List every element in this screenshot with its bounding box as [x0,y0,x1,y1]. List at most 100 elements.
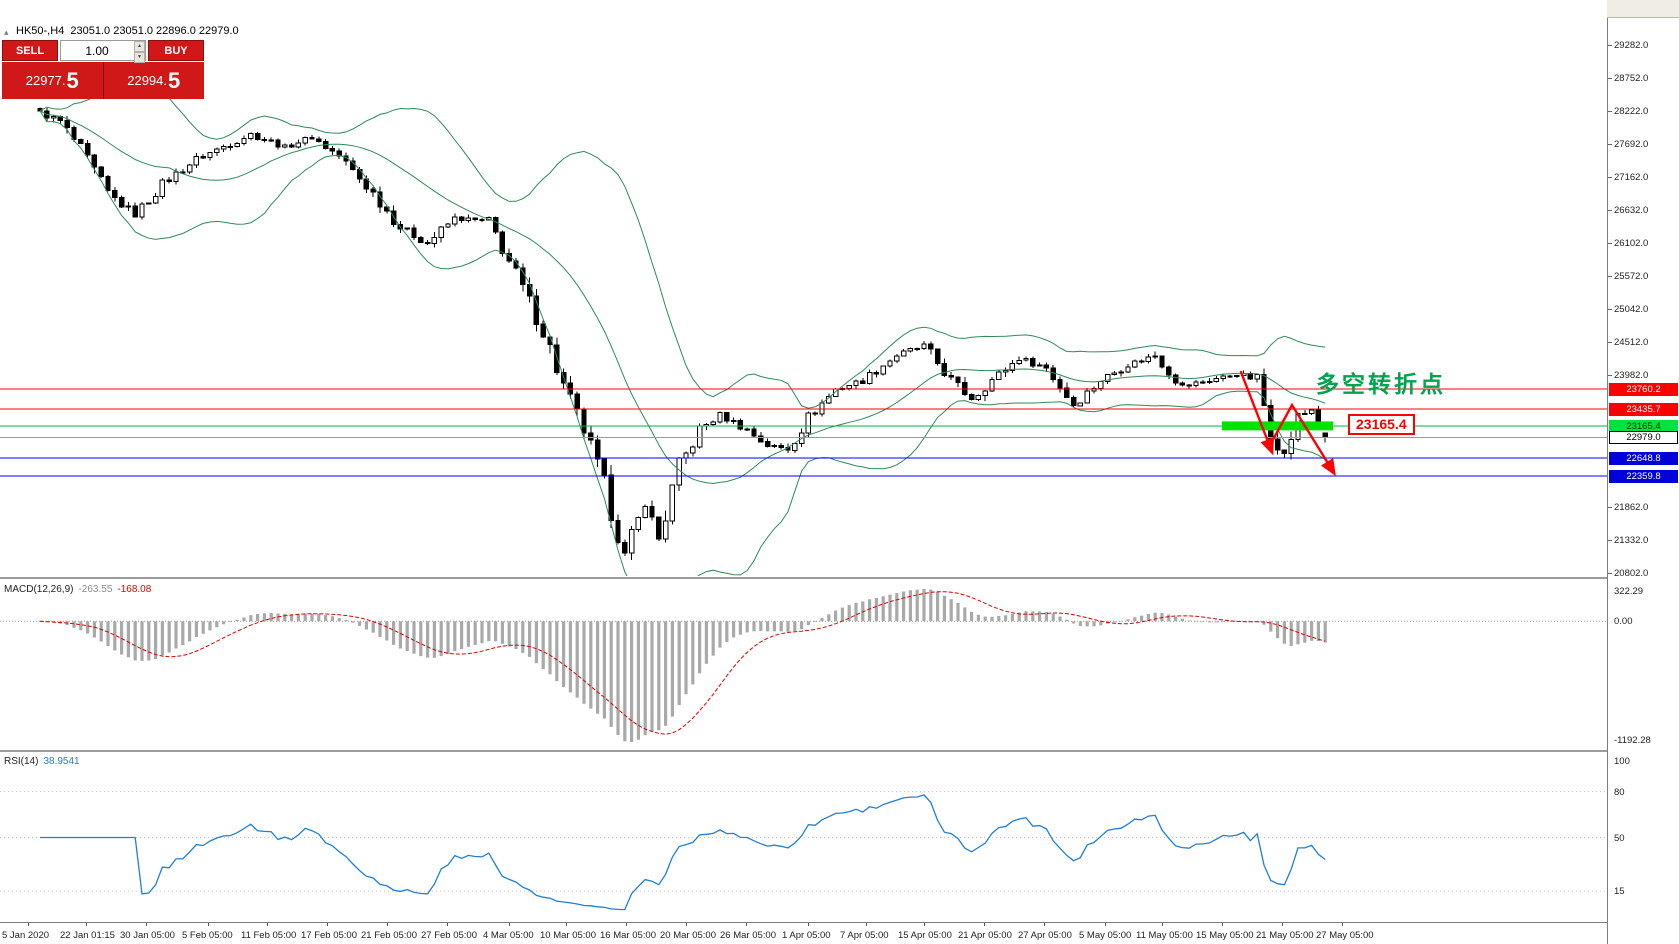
axis-tick [1608,111,1612,113]
macd-indicator-label: MACD(12,26,9) -263.55 -168.08 [4,584,156,595]
sell-button[interactable]: SELL [2,40,58,61]
price-axis-label: 24512.0 [1614,337,1649,349]
chart-area[interactable]: ▴ HK50-,H4 23051.0 23051.0 22896.0 22979… [0,0,1607,944]
time-axis-label: 30 Jan 05:00 [120,930,175,941]
price-axis-label: 26102.0 [1614,238,1649,250]
rsi-axis-label: 50 [1614,832,1625,844]
price-axis-label: 21862.0 [1614,502,1649,513]
volume-input[interactable] [60,40,146,61]
time-axis-tick [924,923,925,926]
volume-spin-buttons[interactable]: ▲ ▼ [134,41,145,63]
time-axis-label: 10 Mar 05:00 [540,930,596,941]
axis-tick [1608,507,1612,508]
time-axis-label: 7 Apr 05:00 [840,930,889,941]
price-axis-label: 25042.0 [1614,304,1649,316]
macd-signal-line [39,591,1326,735]
axis-tick [1608,177,1612,179]
time-axis-tick [626,923,627,926]
price-axis-label: 27692.0 [1614,139,1649,151]
axis-tick [1608,573,1612,574]
time-axis-tick [387,923,388,926]
time-axis-label: 27 Apr 05:00 [1018,930,1072,941]
buy-price-small: 22994. [127,73,167,88]
time-axis-tick [28,923,29,926]
panel-divider[interactable] [0,750,1607,752]
rsi-line [40,794,1326,911]
macd-axis-label: 0.00 [1614,616,1633,628]
axis-tick [1608,78,1612,80]
price-chart-canvas[interactable] [0,18,1607,576]
bid-price-line-tag[interactable]: 22979.0 [1609,431,1678,445]
time-axis-label: 17 Feb 05:00 [301,930,357,941]
time-axis-tick [447,923,448,926]
bollinger-middle-band [39,110,1326,485]
time-axis-label: 11 May 05:00 [1136,930,1193,941]
time-axis-tick [327,923,328,926]
resistance-line-upper-tag[interactable]: 23760.2 [1609,382,1678,396]
rsi-name: RSI(14) [4,756,39,767]
axis-tick [1608,309,1612,311]
candles-layer[interactable] [37,107,1328,561]
axis-tick [1608,144,1612,146]
time-axis-tick [566,923,567,926]
resistance-line-lower-tag[interactable]: 23435.7 [1609,403,1678,417]
highlight-rectangle[interactable] [1222,421,1333,431]
time-axis-label: 5 Jan 2020 [2,930,50,941]
time-axis-label: 26 Mar 05:00 [720,930,776,941]
sell-price-display[interactable]: 22977. 5 [2,62,103,99]
trend-arrow[interactable] [1239,370,1274,456]
time-axis-label: 22 Jan 01:15 [60,930,115,941]
macd-axis-label: -1192.28 [1614,735,1651,746]
volume-up-icon[interactable]: ▲ [134,41,145,52]
time-axis-label: 21 Feb 05:00 [361,930,417,941]
time-axis-label: 15 Apr 05:00 [898,930,952,941]
axis-tick [1608,210,1612,212]
turning-point-annotation[interactable]: 多空转折点 [1316,371,1446,397]
macd-axis-label: 322.29 [1614,586,1644,597]
support-line-upper-tag[interactable]: 22648.8 [1609,452,1678,466]
time-axis-tick [146,923,147,926]
time-axis-tick [1105,923,1106,926]
time-axis-label: 27 Feb 05:00 [421,930,477,941]
volume-stepper[interactable]: ▲ ▼ [60,40,146,63]
rsi-indicator-label: RSI(14) 38.9541 [4,756,85,767]
axis-tick [1608,243,1612,245]
price-axis-label: 25572.0 [1614,271,1649,283]
time-axis-label: 27 May 05:00 [1316,930,1374,941]
macd-main-value: -263.55 [78,584,113,595]
trend-arrow[interactable] [1267,402,1336,477]
price-axis-label: 28752.0 [1614,73,1649,85]
price-axis-label: 26632.0 [1614,205,1649,217]
volume-down-icon[interactable]: ▼ [134,52,145,63]
price-axis-label: 21332.0 [1614,535,1649,546]
time-axis[interactable]: 5 Jan 2020 22 Jan 01:15 30 Jan 05:00 5 Feb … [0,922,1607,944]
time-axis-label: 1 Apr 05:00 [782,930,831,941]
axis-tick [1608,342,1612,344]
rsi-panel-canvas[interactable] [0,753,1607,922]
time-axis-tick [1044,923,1045,926]
axis-tick [1608,375,1612,376]
time-axis-tick [808,923,809,926]
macd-name: MACD(12,26,9) [4,584,74,595]
macd-panel-canvas[interactable] [0,581,1607,748]
price-axis-label: 23982.0 [1614,370,1649,381]
turning-point-line-tag[interactable]: 23165.4 [1609,419,1678,433]
support-line-lower-tag[interactable]: 22359.8 [1609,470,1678,484]
buy-button[interactable]: BUY [148,40,204,61]
time-axis-tick [509,923,510,926]
price-annotation-box[interactable]: 23165.4 [1348,414,1415,435]
axis-tick [1608,276,1612,278]
one-click-collapse-icon[interactable]: ▴ [4,27,9,37]
time-axis-tick [686,923,687,926]
price-axis[interactable]: 29282.0 28752.0 28222.0 27692.0 27162.0 26632… [1607,18,1679,944]
time-axis-label: 20 Mar 05:00 [660,930,716,941]
axis-tick [1608,45,1612,47]
sell-price-big: 5 [66,67,79,93]
rsi-value: 38.9541 [43,756,80,767]
price-axis-label: 29282.0 [1614,40,1649,52]
buy-price-display[interactable]: 22994. 5 [103,62,204,99]
bollinger-upper-band [39,86,1326,409]
time-axis-tick [866,923,867,926]
panel-divider[interactable] [0,577,1607,579]
